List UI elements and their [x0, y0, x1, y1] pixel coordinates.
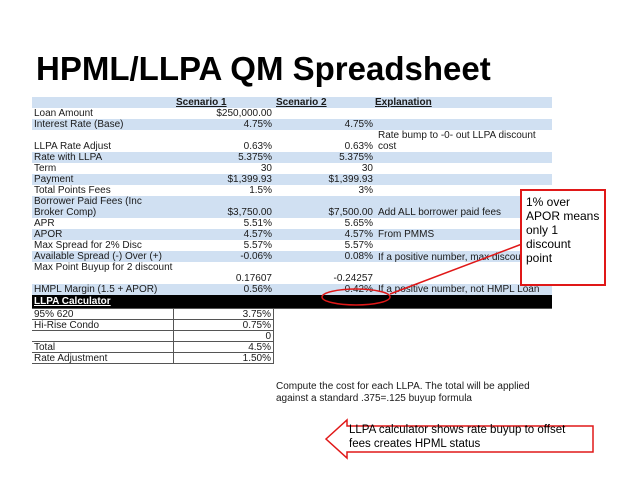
scenario-1-value: $1,399.93 — [227, 174, 273, 185]
scenario-1-value: 0.56% — [243, 284, 272, 295]
row-label: Rate with LLPA — [34, 152, 103, 163]
scenario-2-value: 5.375% — [339, 152, 373, 163]
row-label: LLPA Rate Adjust — [34, 141, 112, 152]
header-explanation: Explanation — [375, 97, 432, 108]
llpa-calculator-note: Compute the cost for each LLPA. The tota… — [276, 381, 530, 404]
row-label: Available Spread (-) Over (+) — [34, 251, 162, 262]
list-item: Total 4.5% — [32, 342, 552, 353]
table-row: Payment $1,399.93 $1,399.93 — [32, 174, 552, 185]
scenario-2-value: 4.57% — [344, 229, 373, 240]
row-label: Borrower Paid Fees (Inc Broker Comp) — [34, 196, 142, 218]
table-row: Loan Amount $250,000.00 — [32, 108, 552, 119]
scenario-1-value: $250,000.00 — [216, 108, 272, 119]
explanation — [375, 163, 552, 174]
row-label: HMPL Margin (1.5 + APOR) — [34, 284, 158, 295]
llpa-calculator-heading: LLPA Calculator — [34, 296, 111, 307]
scenario-1-value: -0.06% — [240, 251, 272, 262]
table-row: Term 30 30 — [32, 163, 552, 174]
llpa-callout-text: LLPA calculator shows rate buyup to offs… — [349, 424, 566, 450]
llpa-calculator-heading-row: LLPA Calculator — [32, 295, 552, 308]
row-label: Payment — [34, 174, 74, 185]
scenario-2-value: $7,500.00 — [328, 207, 374, 218]
explanation — [375, 108, 552, 119]
table-row: Rate with LLPA 5.375% 5.375% — [32, 152, 552, 163]
page-title: HPML/LLPA QM Spreadsheet — [36, 50, 491, 87]
scenario-1-value: 0.17607 — [235, 273, 272, 284]
row-label: Total Points Fees — [34, 185, 111, 196]
scenario-2-value: 0.63% — [344, 141, 373, 152]
scenario-2-value: -0.24257 — [333, 273, 373, 284]
scenario-1-value: 5.51% — [243, 218, 272, 229]
scenario-1-value: 1.5% — [249, 185, 272, 196]
table-row: LLPA Rate Adjust 0.63% 0.63% Rate bump t… — [32, 130, 552, 152]
table-row: Max Spread for 2% Disc 5.57% 5.57% — [32, 240, 552, 251]
scenario-2-value: 5.65% — [344, 218, 373, 229]
scenario-2-value: 3% — [358, 185, 373, 196]
row-label: Interest Rate (Base) — [34, 119, 124, 130]
llpa-value: 0.75% — [174, 320, 274, 331]
row-label: Loan Amount — [34, 108, 93, 119]
llpa-label: Rate Adjustment — [32, 353, 174, 364]
llpa-label: 95% 620 — [32, 309, 174, 320]
scenario-2-value — [274, 108, 375, 119]
spreadsheet: Scenario 1 Scenario 2 Explanation Loan A… — [32, 97, 552, 404]
scenario-1-value: $3,750.00 — [227, 207, 273, 218]
header-scenario-1: Scenario 1 — [176, 97, 227, 108]
list-item: 95% 620 3.75% — [32, 309, 552, 320]
explanation — [375, 119, 552, 130]
llpa-label: Hi-Rise Condo — [32, 320, 174, 331]
table-row: HMPL Margin (1.5 + APOR) 0.56% 0.42% If … — [32, 284, 552, 295]
llpa-label — [32, 331, 174, 342]
llpa-value: 1.50% — [174, 353, 274, 364]
explanation: Add ALL borrower paid fees — [378, 207, 502, 218]
header-scenario-2: Scenario 2 — [276, 97, 327, 108]
apor-callout: 1% over APOR means only 1 discount point — [520, 189, 606, 286]
row-label: Max Spread for 2% Disc — [34, 240, 142, 251]
llpa-value: 4.5% — [174, 342, 274, 353]
llpa-value: 0 — [174, 331, 274, 342]
table-row: APR 5.51% 5.65% — [32, 218, 552, 229]
scenario-2-value: 30 — [361, 163, 373, 174]
table-row: Max Point Buyup for 2 discount 0.17607 -… — [32, 262, 552, 284]
scenario-1-value: 4.75% — [243, 119, 272, 130]
left-arrow-shape — [325, 418, 594, 460]
scenario-1-value: 0.63% — [243, 141, 272, 152]
llpa-value: 3.75% — [174, 309, 274, 320]
scenario-1-value: 4.57% — [243, 229, 272, 240]
llpa-callout: LLPA calculator shows rate buyup to offs… — [325, 418, 595, 460]
explanation: From PMMS — [378, 229, 435, 240]
llpa-label: Total — [32, 342, 174, 353]
scenario-2-value: 0.08% — [344, 251, 373, 262]
scenario-1-value: 5.375% — [238, 152, 272, 163]
row-label: Max Point Buyup for 2 discount — [34, 262, 173, 273]
table-row: Available Spread (-) Over (+) -0.06% 0.0… — [32, 251, 552, 263]
list-item: Hi-Rise Condo 0.75% — [32, 320, 552, 331]
row-label: APOR — [34, 229, 63, 240]
explanation — [375, 152, 552, 163]
explanation: Rate bump to -0- out LLPA discount cost — [378, 130, 536, 152]
row-label: APR — [34, 218, 55, 229]
list-item: 0 — [32, 331, 552, 342]
scenario-2-value: 5.57% — [344, 240, 373, 251]
scenario-2-value: $1,399.93 — [328, 174, 374, 185]
explanation — [375, 174, 552, 185]
spreadsheet-header-row: Scenario 1 Scenario 2 Explanation — [32, 97, 552, 108]
table-row: Interest Rate (Base) 4.75% 4.75% — [32, 119, 552, 130]
header-blank — [32, 97, 174, 108]
table-row: Borrower Paid Fees (Inc Broker Comp) $3,… — [32, 196, 552, 218]
scenario-2-value: 4.75% — [344, 119, 373, 130]
scenario-1-value: 5.57% — [243, 240, 272, 251]
list-item: Rate Adjustment 1.50% — [32, 353, 552, 364]
row-label: Term — [34, 163, 57, 174]
scenario-1-value: 30 — [260, 163, 272, 174]
table-row: APOR 4.57% 4.57% From PMMS — [32, 229, 552, 240]
table-row: Total Points Fees 1.5% 3% — [32, 185, 552, 196]
llpa-calculator: 95% 620 3.75% Hi-Rise Condo 0.75% 0 Tota… — [32, 308, 552, 364]
scenario-2-value: 0.42% — [344, 284, 373, 295]
